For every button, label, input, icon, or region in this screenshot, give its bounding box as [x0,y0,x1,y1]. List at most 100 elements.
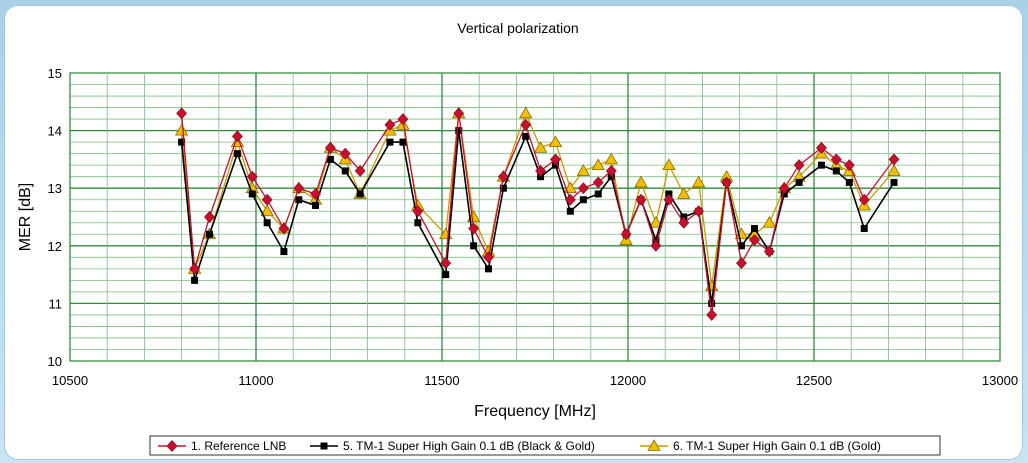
data-point [620,228,632,241]
y-tick-label: 11 [49,296,63,311]
data-point [793,159,805,172]
data-point [663,193,675,206]
data-point [206,230,213,238]
data-point [455,127,463,135]
legend-label: 6. TM-1 Super High Gain 0.1 dB (Gold) [673,439,881,453]
x-tick-label: 12500 [796,373,832,388]
series-layer [174,106,901,321]
data-point [204,211,215,223]
legend-marker [647,439,661,451]
data-point [260,204,274,217]
data-point [634,175,648,188]
data-point [522,132,530,140]
data-point [830,153,842,166]
data-point [263,219,271,227]
data-point [749,234,760,246]
data-point [341,167,349,175]
data-point [442,271,450,279]
x-tick-label: 12000 [610,373,646,388]
data-point [189,262,201,275]
data-point [261,193,273,206]
data-point [579,196,587,204]
data-point [832,167,840,175]
data-point [384,118,396,131]
series-1 [176,107,900,321]
data-point [564,193,576,206]
data-point [721,176,732,189]
legend-label: 1. Reference LNB [191,439,286,453]
data-point [497,170,509,183]
x-tick-label: 11500 [424,373,459,388]
data-point [468,222,480,235]
chart-title: Vertical polarization [457,20,578,36]
data-point [174,123,189,136]
legend-item: 5. TM-1 Super High Gain 0.1 dB (Black & … [310,439,595,453]
data-point [650,239,662,252]
data-point [736,257,747,270]
legend-item: 1. Reference LNB [158,439,286,453]
data-point [795,178,803,186]
data-point [887,164,901,176]
y-axis-title: MER [dB] [17,183,34,251]
data-point [453,107,465,120]
data-point [750,225,758,233]
data-point [414,219,422,227]
data-point [326,155,334,163]
data-point [890,178,898,186]
data-point [339,147,351,160]
data-point [440,257,452,270]
grid [69,72,1001,362]
data-point [577,182,589,195]
data-point [191,276,199,284]
data-point [399,138,407,146]
data-point [858,193,870,206]
data-point [649,215,663,228]
data-point [231,130,243,143]
y-tick-label: 10 [48,354,62,369]
legend-box [149,435,941,456]
data-point [693,205,705,218]
x-tick-label: 11000 [238,373,273,388]
data-point [295,196,303,204]
data-point [708,299,716,307]
data-point [678,216,690,229]
data-point [737,242,745,250]
data-point [677,187,691,199]
plot-area [69,72,1001,362]
data-point [591,158,605,171]
data-point [566,207,574,215]
data-point [176,107,188,120]
data-point [548,135,563,148]
data-point [386,138,394,146]
data-point [520,118,532,131]
y-tick-label: 12 [48,239,62,254]
data-point [888,153,900,166]
data-point [662,158,676,171]
y-tick-label: 13 [48,181,62,196]
data-point [324,141,336,154]
data-point [483,251,494,264]
legend-marker [320,442,328,450]
x-tick-label: 13000 [982,373,1018,388]
data-point [310,188,321,200]
data-point [356,190,364,198]
legend: 1. Reference LNB 5. TM-1 Super High Gain … [149,435,941,456]
data-point [778,182,790,195]
x-tick-label: 10500 [52,373,88,388]
data-point [763,245,775,258]
data-point [246,170,258,183]
x-axis-title: Frequency [MHz] [474,403,596,420]
data-point [706,308,718,321]
data-point [604,152,618,165]
y-tick-label: 15 [48,66,62,81]
data-point [499,184,507,192]
data-point [354,164,366,177]
legend-item: 6. TM-1 Super High Gain 0.1 dB (Gold) [640,439,881,453]
data-point [312,201,320,209]
data-point [533,141,548,153]
data-point [519,106,533,119]
data-point [280,248,288,256]
y-tick-label: 14 [48,124,62,139]
data-point [576,164,591,176]
